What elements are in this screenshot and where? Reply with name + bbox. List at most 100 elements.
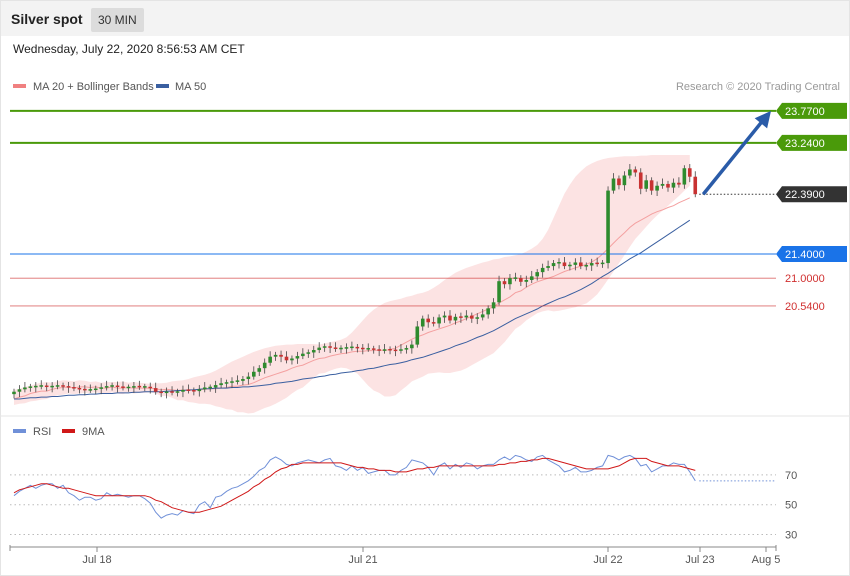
candle-body bbox=[513, 277, 518, 279]
level-tag bbox=[776, 246, 847, 263]
candle-body bbox=[628, 169, 632, 176]
candle-body bbox=[497, 281, 501, 303]
candle-body bbox=[246, 376, 251, 380]
candle-body bbox=[50, 385, 54, 388]
bollinger-band-layer bbox=[14, 155, 690, 414]
candle-body bbox=[546, 266, 550, 268]
candle-body bbox=[426, 318, 430, 323]
candle-body bbox=[241, 379, 245, 381]
rsi-line bbox=[13, 454, 696, 519]
candle-body bbox=[311, 350, 316, 353]
level-label: 21.4000 bbox=[785, 249, 825, 261]
candle-body bbox=[355, 346, 360, 349]
candle-body bbox=[262, 362, 267, 369]
legend-swatch-ma50 bbox=[156, 84, 169, 88]
ma50-line bbox=[14, 219, 691, 400]
x-axis: Jul 18 Jul 21 Jul 22 Jul 23 Aug 5 bbox=[9, 545, 780, 566]
x-tick-label: Jul 23 bbox=[685, 554, 714, 566]
credit-text: Research © 2020 Trading Central bbox=[676, 81, 840, 93]
candle-body bbox=[486, 308, 490, 315]
candle-body bbox=[491, 302, 496, 309]
instrument-title: Silver spot bbox=[11, 11, 83, 27]
candle-body bbox=[192, 390, 196, 392]
candle-body bbox=[143, 386, 147, 388]
level-tag bbox=[776, 102, 847, 119]
candle-body bbox=[557, 262, 561, 264]
level-labels-layer: 23.7700 23.2400 22.3900 21.4000 21.0000 20.54… bbox=[776, 102, 847, 313]
target-arrow-layer bbox=[701, 110, 771, 196]
candle-body bbox=[453, 316, 458, 321]
candle-body bbox=[202, 387, 207, 390]
candle-body bbox=[448, 315, 452, 321]
level-label: 21.0000 bbox=[785, 273, 825, 285]
candle-body bbox=[322, 346, 327, 348]
candle-body bbox=[224, 382, 229, 384]
candle-body bbox=[317, 347, 321, 351]
rsi-panel: 70 50 30 RSI 9MA bbox=[10, 426, 797, 542]
candle-body bbox=[404, 348, 409, 350]
candle-body bbox=[568, 264, 572, 267]
candle-body bbox=[633, 169, 638, 173]
candle-body bbox=[519, 278, 523, 282]
candle-body bbox=[148, 386, 153, 389]
candle-body bbox=[551, 263, 556, 267]
candle-body bbox=[83, 388, 87, 391]
level-label: 20.5400 bbox=[785, 301, 825, 313]
candle-body bbox=[235, 380, 240, 382]
candle-body bbox=[273, 354, 278, 357]
candle-body bbox=[437, 317, 441, 324]
chart-header: Silver spot 30 MIN bbox=[1, 1, 849, 36]
candle-body bbox=[186, 389, 191, 391]
candle-body bbox=[399, 349, 403, 351]
candle-body bbox=[339, 347, 343, 350]
candle-body bbox=[137, 385, 142, 388]
candle-body bbox=[170, 391, 174, 393]
report-datetime: Wednesday, July 22, 2020 8:56:53 AM CET bbox=[13, 42, 245, 56]
candle-body bbox=[44, 385, 49, 388]
candle-body bbox=[328, 346, 332, 348]
candle-body bbox=[279, 354, 283, 357]
candle-body bbox=[611, 178, 616, 191]
level-lines-layer bbox=[10, 109, 776, 307]
legend-label-ma50: MA 50 bbox=[175, 81, 206, 93]
rsi-ma-line bbox=[13, 457, 696, 513]
bollinger-band bbox=[14, 155, 690, 414]
candle-body bbox=[34, 385, 38, 388]
candle-body bbox=[415, 326, 420, 345]
candle-body bbox=[420, 318, 425, 327]
candle-body bbox=[508, 278, 512, 285]
candle-body bbox=[688, 168, 692, 177]
x-tick-label: Jul 21 bbox=[348, 554, 377, 566]
candle-body bbox=[502, 281, 507, 285]
candle-body bbox=[655, 185, 659, 191]
candle-body bbox=[121, 386, 125, 388]
x-tick-label: Jul 22 bbox=[593, 554, 622, 566]
candle-body bbox=[480, 314, 485, 318]
candle-body bbox=[110, 385, 114, 387]
candle-body bbox=[573, 262, 578, 265]
candle-body bbox=[638, 172, 643, 189]
rsi-tick-label: 50 bbox=[785, 500, 797, 512]
candle-body bbox=[175, 391, 180, 393]
candle-body bbox=[464, 315, 469, 318]
legend-swatch-rsi bbox=[13, 429, 26, 433]
candle-body bbox=[459, 316, 463, 318]
candle-body bbox=[671, 182, 676, 188]
moving-average-layer bbox=[13, 197, 691, 400]
candle-body bbox=[295, 356, 300, 359]
candle-body bbox=[219, 383, 223, 386]
candle-body bbox=[666, 183, 670, 188]
legend-label-rsi: RSI bbox=[33, 426, 51, 438]
candle-body bbox=[61, 385, 65, 387]
candle-body bbox=[377, 349, 381, 351]
candle-body bbox=[23, 387, 27, 390]
candle-body bbox=[388, 348, 392, 351]
candle-body bbox=[350, 346, 354, 349]
timeframe-button[interactable]: 30 MIN bbox=[91, 8, 144, 32]
candle-body bbox=[562, 262, 567, 267]
candle-body bbox=[66, 386, 71, 388]
candle-body bbox=[660, 183, 665, 186]
candle-body bbox=[28, 386, 33, 388]
ma20-line bbox=[13, 197, 691, 400]
